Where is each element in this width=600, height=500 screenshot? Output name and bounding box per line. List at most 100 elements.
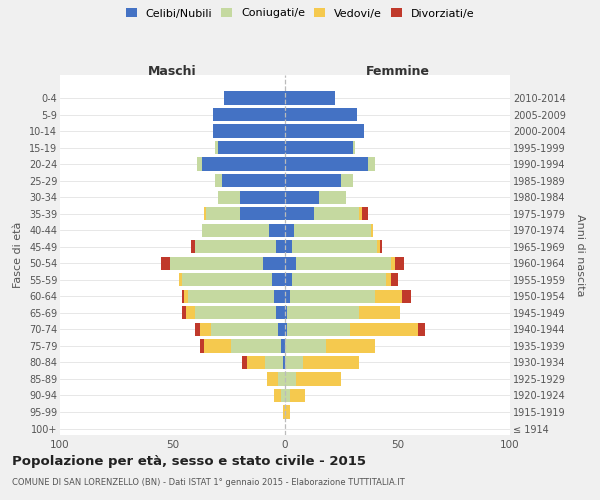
Bar <box>195 323 199 336</box>
Bar <box>285 124 364 138</box>
Bar <box>285 190 319 204</box>
Bar <box>418 323 425 336</box>
Bar <box>199 340 204 352</box>
Bar <box>285 174 341 187</box>
Bar <box>285 306 287 320</box>
Bar <box>202 224 269 237</box>
Bar <box>285 372 296 386</box>
Bar <box>191 240 195 254</box>
Bar <box>278 323 285 336</box>
Bar <box>283 406 285 418</box>
Bar <box>197 158 202 170</box>
Bar <box>218 141 285 154</box>
Bar <box>222 174 285 187</box>
Bar <box>290 290 375 303</box>
Bar <box>285 158 368 170</box>
Bar <box>292 273 386 286</box>
Bar <box>274 389 281 402</box>
Legend: Celibi/Nubili, Coniugati/e, Vedovi/e, Divorziati/e: Celibi/Nubili, Coniugati/e, Vedovi/e, Di… <box>125 8 475 18</box>
Bar <box>267 372 278 386</box>
Bar <box>161 256 170 270</box>
Bar <box>211 323 278 336</box>
Bar <box>199 323 211 336</box>
Bar <box>281 340 285 352</box>
Bar <box>231 340 281 352</box>
Bar <box>285 323 287 336</box>
Bar <box>319 190 346 204</box>
Bar <box>278 372 285 386</box>
Bar <box>285 389 290 402</box>
Bar <box>368 158 375 170</box>
Bar <box>285 207 314 220</box>
Bar <box>391 256 395 270</box>
Bar <box>215 141 218 154</box>
Text: Popolazione per età, sesso e stato civile - 2015: Popolazione per età, sesso e stato civil… <box>12 455 366 468</box>
Bar <box>281 389 285 402</box>
Bar <box>182 273 271 286</box>
Bar <box>179 273 182 286</box>
Bar <box>287 306 359 320</box>
Bar <box>361 207 368 220</box>
Bar <box>204 207 206 220</box>
Bar <box>303 356 359 369</box>
Bar <box>375 290 402 303</box>
Bar <box>213 124 285 138</box>
Bar <box>215 174 222 187</box>
Bar <box>265 356 283 369</box>
Bar <box>391 273 398 286</box>
Bar <box>271 273 285 286</box>
Bar <box>350 323 418 336</box>
Bar <box>186 306 195 320</box>
Bar <box>182 306 186 320</box>
Bar <box>359 306 400 320</box>
Bar <box>285 224 294 237</box>
Bar <box>224 92 285 104</box>
Y-axis label: Fasce di età: Fasce di età <box>13 222 23 288</box>
Bar <box>353 141 355 154</box>
Bar <box>240 207 285 220</box>
Bar <box>285 108 357 121</box>
Bar <box>294 224 371 237</box>
Y-axis label: Anni di nascita: Anni di nascita <box>575 214 585 296</box>
Bar <box>202 158 285 170</box>
Text: COMUNE DI SAN LORENZELLO (BN) - Dati ISTAT 1° gennaio 2015 - Elaborazione TUTTIT: COMUNE DI SAN LORENZELLO (BN) - Dati IST… <box>12 478 405 487</box>
Bar <box>292 240 377 254</box>
Bar <box>269 224 285 237</box>
Bar <box>285 141 353 154</box>
Bar <box>386 273 391 286</box>
Bar <box>274 290 285 303</box>
Bar <box>285 92 335 104</box>
Bar <box>296 256 391 270</box>
Bar <box>377 240 380 254</box>
Bar <box>285 273 292 286</box>
Bar <box>296 372 341 386</box>
Bar <box>285 256 296 270</box>
Bar <box>290 389 305 402</box>
Bar <box>263 256 285 270</box>
Bar <box>240 190 285 204</box>
Bar <box>287 323 350 336</box>
Text: Maschi: Maschi <box>148 65 197 78</box>
Bar <box>395 256 404 270</box>
Bar <box>242 356 247 369</box>
Text: Femmine: Femmine <box>365 65 430 78</box>
Bar <box>247 356 265 369</box>
Bar <box>359 207 361 220</box>
Bar <box>276 306 285 320</box>
Bar <box>182 290 184 303</box>
Bar <box>204 340 231 352</box>
Bar <box>371 224 373 237</box>
Bar <box>206 207 240 220</box>
Bar <box>285 240 292 254</box>
Bar <box>285 356 303 369</box>
Bar <box>195 306 276 320</box>
Bar <box>285 340 325 352</box>
Bar <box>283 356 285 369</box>
Bar <box>195 240 276 254</box>
Bar <box>341 174 353 187</box>
Bar <box>402 290 411 303</box>
Bar <box>213 108 285 121</box>
Bar <box>380 240 382 254</box>
Bar <box>170 256 263 270</box>
Bar <box>188 290 274 303</box>
